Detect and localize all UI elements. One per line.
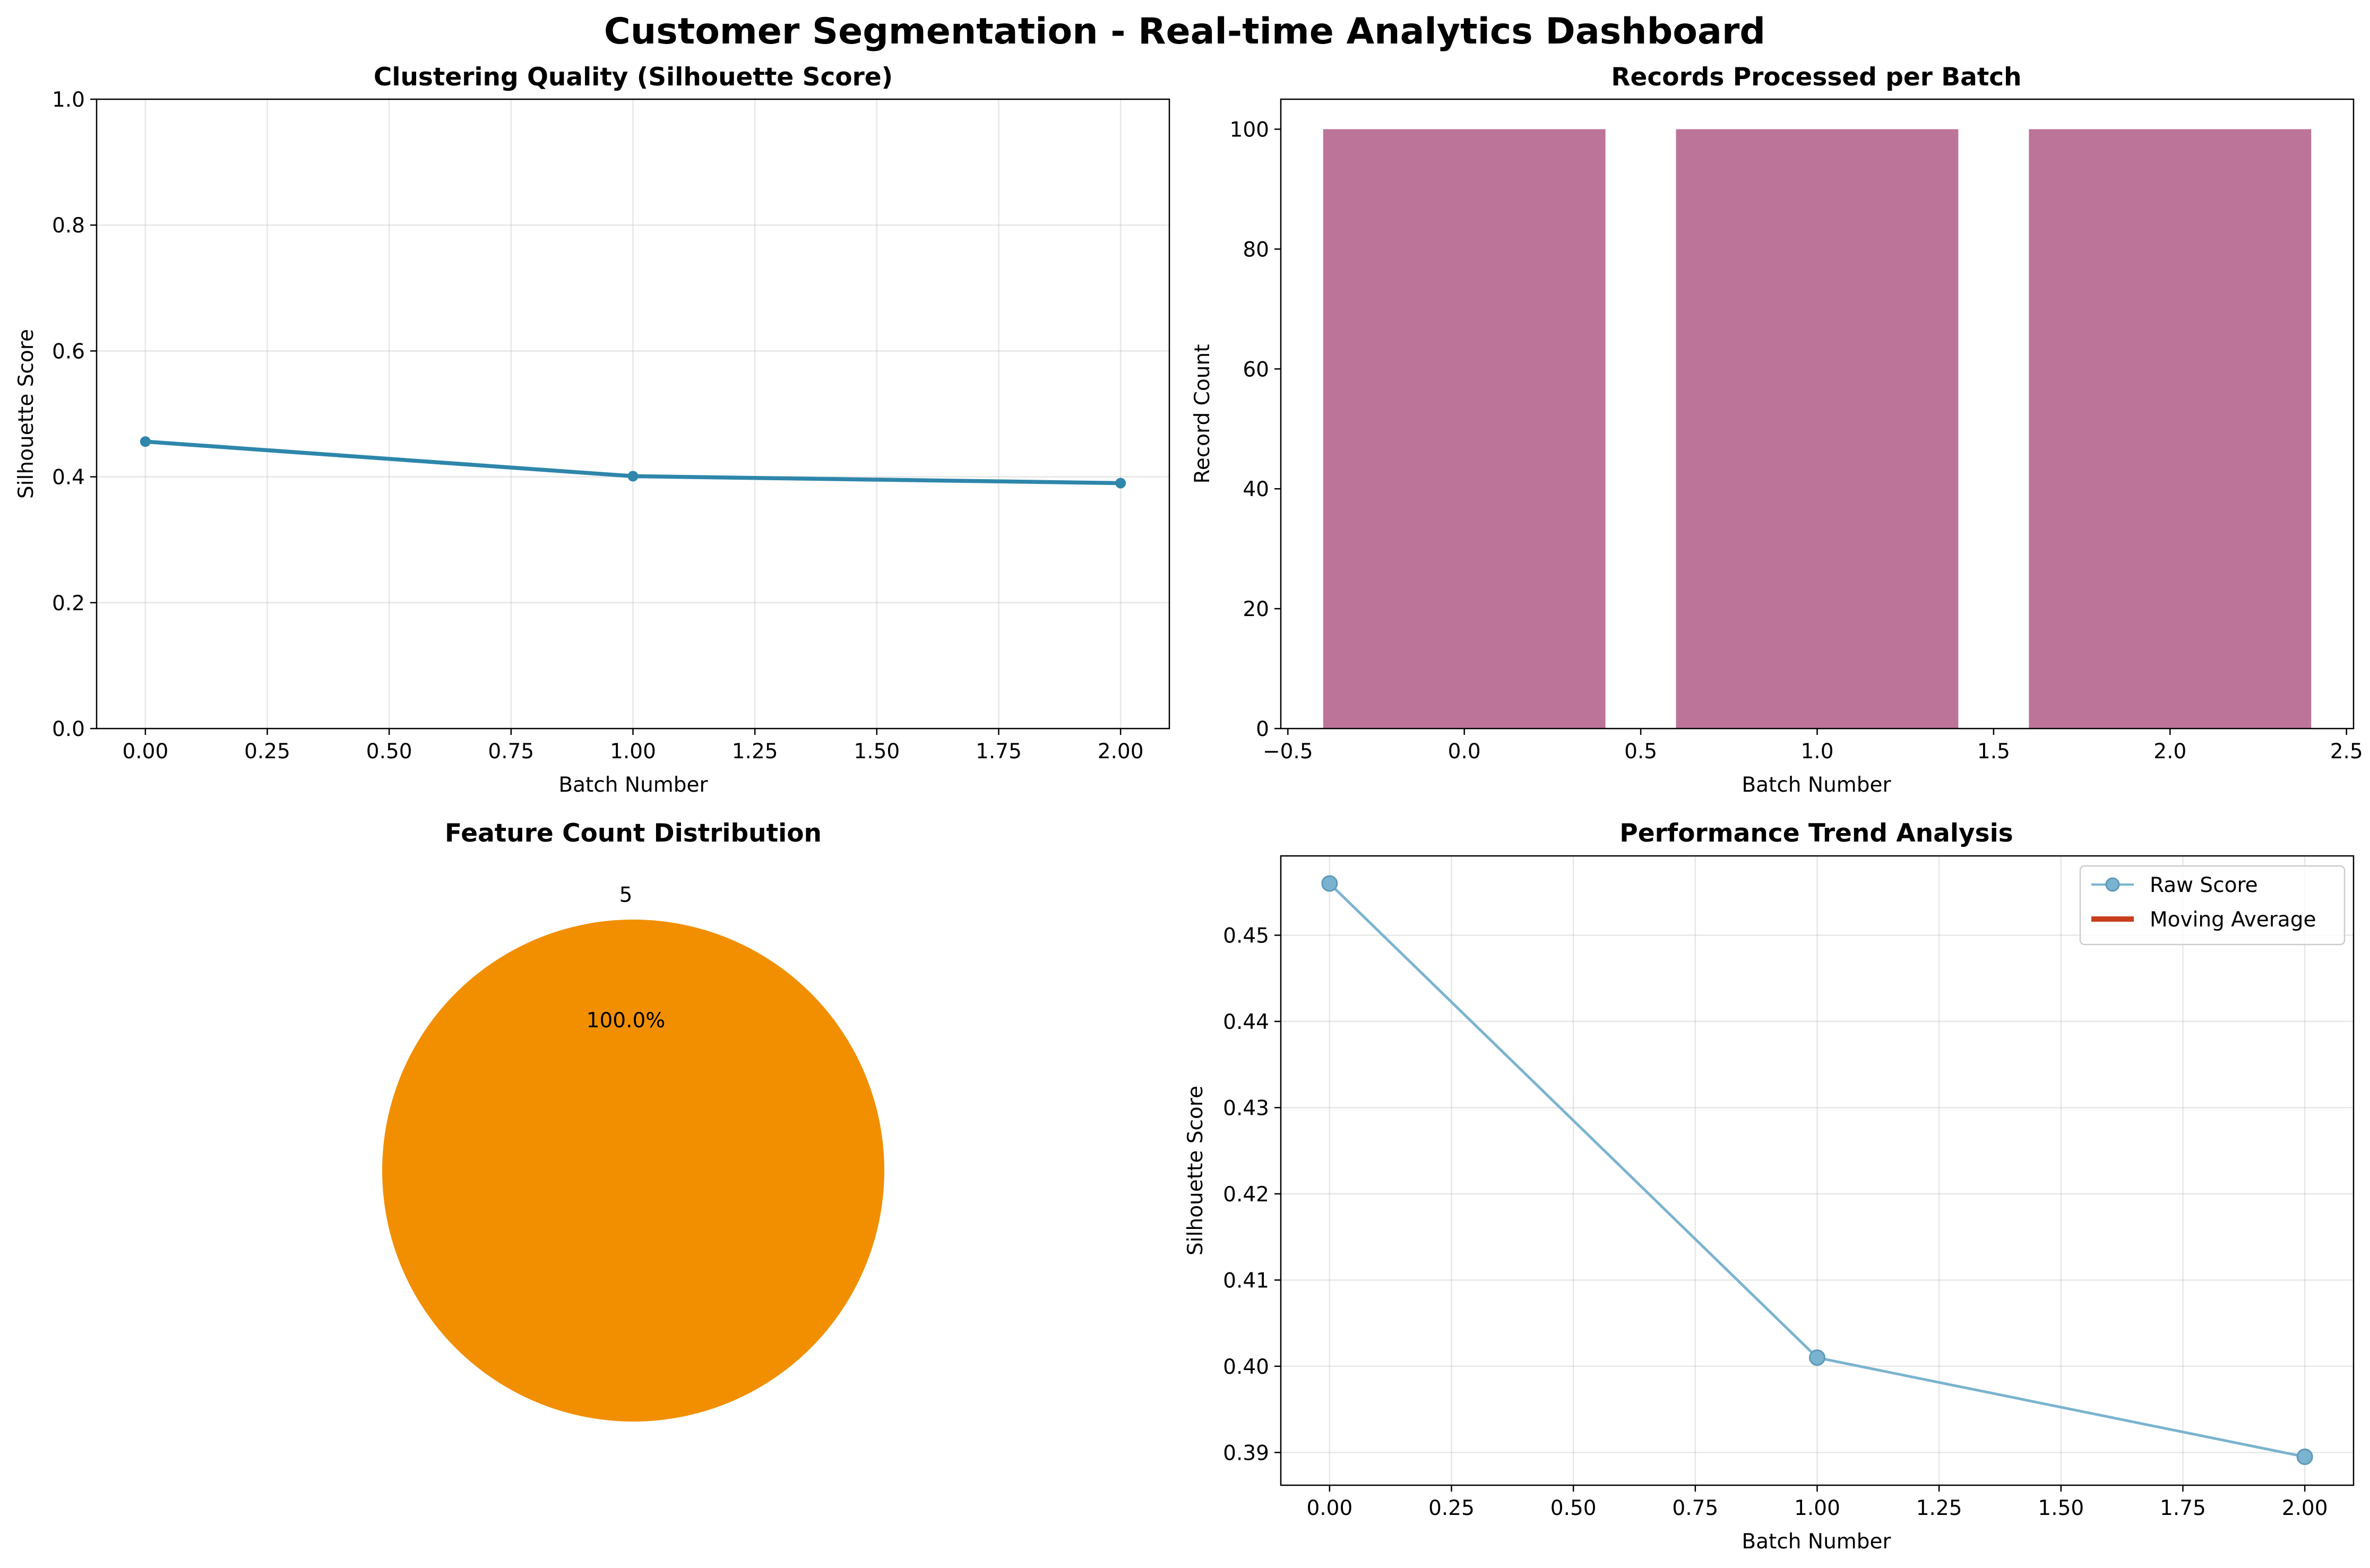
silhouette-x-tick-label: 1.00 [610,740,656,764]
records-y-tick-label: 60 [1243,358,1269,382]
silhouette-score-point [1115,478,1126,489]
pie-percent-label: 100.0% [587,1009,666,1033]
silhouette-y-label: Silhouette Score [14,329,38,499]
trend-chart-title: Performance Trend Analysis [1619,819,2013,848]
silhouette-chart-title: Clustering Quality (Silhouette Score) [374,63,893,92]
silhouette-y-tick-label: 1.0 [52,88,85,112]
silhouette-x-label: Batch Number [558,773,708,797]
silhouette-score-chart: Clustering Quality (Silhouette Score) Ba… [14,63,1170,797]
feature-chart-title: Feature Count Distribution [445,819,822,848]
trend-y-tick-label: 0.44 [1223,1010,1269,1034]
feature-pie-slices: 100.0% 5 [382,883,884,1422]
silhouette-x-tick-label: 1.25 [732,740,778,764]
silhouette-y-tick-label: 0.4 [52,466,85,490]
legend-moving-average-label: Moving Average [2150,908,2316,932]
records-y-tick-label: 0 [1256,717,1269,741]
trend-x-tick-label: 1.25 [1916,1496,1962,1520]
raw-score-point [1321,875,1338,892]
records-x-tick-label: 0.0 [1448,740,1481,764]
trend-x-tick-label: 0.75 [1672,1496,1718,1520]
legend-raw-score-label: Raw Score [2150,873,2258,897]
records-bar [2029,129,2312,729]
records-bar [1323,129,1606,729]
records-per-batch-chart: Records Processed per Batch Batch Number… [1191,63,2363,797]
silhouette-x-tick-label: 0.50 [366,740,412,764]
records-x-tick-label: 1.5 [1977,740,2010,764]
records-x-tick-label: 2.0 [2153,740,2186,764]
silhouette-score-point [627,471,639,482]
records-bars [1323,129,2312,729]
raw-score-point [1809,1349,1825,1366]
silhouette-x-tick-label: 0.75 [488,740,534,764]
records-y-tick-label: 40 [1243,478,1269,501]
trend-y-tick-label: 0.41 [1223,1269,1269,1293]
records-ticks: −0.5 0.0 0.5 1.0 1.5 2.0 2.5 0 20 40 60 80 100 [1230,118,2363,764]
records-x-label: Batch Number [1742,773,1891,797]
records-chart-title: Records Processed per Batch [1611,63,2021,92]
trend-x-tick-label: 1.75 [2160,1496,2206,1520]
performance-trend-chart: Performance Trend Analysis Batch Number … [1184,819,2355,1554]
records-plot-frame [1280,98,2355,730]
records-y-tick-label: 100 [1230,118,1269,142]
trend-y-tick-label: 0.43 [1223,1096,1269,1120]
silhouette-x-tick-label: 1.50 [854,740,900,764]
trend-legend: Raw Score Moving Average [2079,865,2346,946]
records-y-tick-label: 80 [1243,238,1269,262]
records-y-tick-label: 20 [1243,597,1269,621]
trend-y-tick-label: 0.39 [1223,1441,1269,1465]
raw-score-point [2296,1448,2313,1465]
silhouette-y-tick-label: 0.0 [52,717,85,741]
trend-x-tick-label: 0.50 [1550,1496,1597,1520]
silhouette-series [140,436,1126,489]
trend-x-label: Batch Number [1742,1530,1891,1554]
trend-series [1321,875,2313,1465]
records-x-tick-label: 0.5 [1624,740,1657,764]
trend-y-label: Silhouette Score [1184,1086,1208,1255]
silhouette-x-tick-label: 2.00 [1098,740,1144,764]
trend-y-tick-label: 0.45 [1223,924,1269,948]
trend-x-tick-label: 0.00 [1306,1496,1352,1520]
trend-ticks: 0.00 0.25 0.50 0.75 1.00 1.25 1.50 1.75 2.00 0.39… [1223,924,2328,1520]
trend-y-tick-label: 0.42 [1223,1183,1269,1207]
trend-x-tick-label: 1.50 [2038,1496,2084,1520]
records-x-tick-label: 1.0 [1800,740,1833,764]
records-x-tick-label: 2.5 [2330,740,2363,764]
silhouette-x-tick-label: 1.75 [976,740,1022,764]
trend-plot-frame [1280,855,2355,1486]
pie-category-label: 5 [619,883,633,907]
trend-x-tick-label: 0.25 [1428,1496,1475,1520]
trend-x-tick-label: 1.00 [1794,1496,1840,1520]
records-x-tick-label: −0.5 [1263,740,1313,764]
silhouette-x-tick-label: 0.00 [122,740,168,764]
feature-count-pie: Feature Count Distribution 100.0% 5 [382,819,884,1422]
legend-box [2079,865,2346,946]
trend-x-tick-label: 2.00 [2282,1496,2328,1520]
silhouette-y-tick-label: 0.8 [52,214,85,238]
records-bar [1676,129,1959,729]
silhouette-plot-frame [96,98,1170,730]
dashboard-title: Customer Segmentation - Real-time Analyt… [604,11,1765,53]
legend-raw-score-marker [2105,877,2120,892]
trend-y-tick-label: 0.40 [1223,1355,1269,1379]
silhouette-y-tick-label: 0.6 [52,340,85,363]
silhouette-y-tick-label: 0.2 [52,592,85,616]
silhouette-x-tick-label: 0.25 [244,740,290,764]
silhouette-score-point [140,436,151,447]
records-y-label: Record Count [1191,344,1214,484]
trend-grid [1281,856,2354,1485]
silhouette-ticks: 0.00 0.25 0.50 0.75 1.00 1.25 1.50 1.75 2.00 0.0 0… [52,88,1144,764]
silhouette-grid [97,98,1169,730]
pie-slice [382,920,884,1422]
